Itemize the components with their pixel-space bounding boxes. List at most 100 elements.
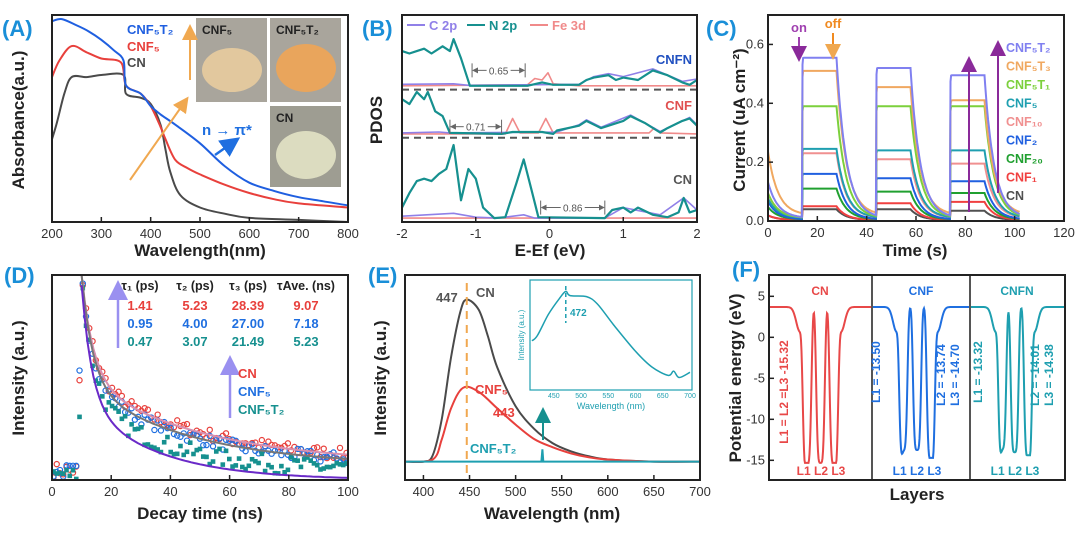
data-point-CNF₅T₂ [158,449,164,455]
data-point-CNF₅T₂ [233,463,239,468]
data-point-CNF₅T₂ [308,458,314,463]
data-point-CNF₅T₂ [279,463,284,469]
data-point-CNF₅T₂ [243,466,248,472]
current-trace-CN [768,208,1020,221]
data-point-CNF₅T₂ [269,464,274,470]
x-tick-label: 700 [689,484,711,499]
data-point-CNF₅T₂ [210,459,216,464]
data-point-CNF₅T₂ [116,409,121,414]
light-on-label: on [791,20,807,35]
label-cnfn: CNFN [656,52,692,67]
series-line-CNF₅T₂ [52,18,348,207]
x-axis-title: Wavelength(nm) [134,241,266,260]
data-point-CN [336,444,344,452]
table-cell: 5.23 [293,334,318,349]
data-point-CN [115,388,122,395]
table-cell: 0.95 [127,316,152,331]
y-tick-label: 0.6 [746,36,764,51]
data-point-CNF₅T₂ [165,434,170,440]
data-point-CNF₅ [73,462,80,470]
x-tick-label: 20 [104,484,118,499]
title-cn: CN [811,284,828,298]
band-gap-label: 0.65 [489,66,509,77]
legend-item: CNF₁₀ [1006,115,1043,129]
data-point-CNF₅T₂ [246,463,252,469]
data-point-CNF₅T₂ [77,414,82,420]
legend-fe3d: Fe 3d [552,18,586,33]
x-tick-label: 500 [189,226,211,241]
data-point-CNF₅ [271,447,279,454]
data-point-CN [128,398,135,405]
legend-cn: CN [476,285,495,300]
data-point-CNF₅T₂ [236,456,242,461]
x-tick-label: -2 [396,226,408,241]
transition-annotation: n → π* [202,122,252,139]
x-tick-label: 400 [413,484,435,499]
series-line-CN [52,72,348,222]
powder-sample [202,48,262,92]
table-header: τ₃ (ps) [229,279,267,293]
data-point-CNF₅T₂ [295,458,300,463]
data-point-CNF₅ [317,458,324,465]
series-line-CNF₅ [52,44,348,209]
data-point-CNF₅T₂ [301,457,307,462]
plot-frame [768,274,1066,481]
data-point-CNF₅T₂ [178,443,183,449]
data-point-CNF₅T₂ [191,451,196,457]
data-point-CNF₅T₂ [100,394,105,399]
legend-item: CNF₅T₁ [1006,78,1050,92]
inset-x-tick-label: 450 [548,393,560,400]
data-point-CN [174,417,181,424]
data-point-CNF₅T₂ [109,403,115,409]
table-cell: 27.00 [232,316,265,331]
data-point-CNF₅T₂ [161,439,167,445]
data-point-CNF₅T₂ [282,469,287,475]
x-tick-label: 800 [337,226,359,241]
panel-label: (D) [4,263,35,288]
table-cell: 4.00 [182,316,207,331]
data-point-CNF₅T₂ [266,462,271,468]
photo-cnf5: CNF₅ [196,18,267,102]
pl-spectrum-CNF₅T₂ [405,449,700,463]
y-tick-label: 0.0 [746,213,764,228]
table-header: τAve. (ns) [277,279,335,293]
data-point-CNF₅T₂ [132,426,138,432]
legend-item: CNF₁ [1006,171,1037,185]
legend-cnf5t2: CNF₅T₂ [238,402,285,417]
data-point-CNF₅T₂ [135,426,141,432]
inset: 450 500 550 600 650 700 472 Wavelength (nm) I… [517,279,696,411]
energy-label: L2 = -14.01 [1028,344,1042,406]
table-cell: 0.47 [127,334,152,349]
table-cell: 21.49 [232,334,265,349]
data-point-CN [76,377,83,384]
current-trace-CNF₂ [768,172,1020,221]
legend-item: CNF₂ [1006,134,1037,148]
data-point-CNF₅ [76,367,83,374]
data-point-CNF₅T₂ [113,405,118,411]
y-axis-title: Absorbance(a.u.) [9,51,28,190]
potential-curve-CNFN [971,306,1064,457]
data-point-CNF₅T₂ [67,473,73,479]
panel-a: (A) 200 300 400 500 600 700 800 CNF₅ CNF₅T₂ CN… [2,14,359,260]
layer-labels: L1 L2 L3 [991,464,1040,478]
data-point-CNF₅T₂ [230,464,235,469]
legend-cnf5t2: CNF₅T₂ [470,441,517,456]
y-axis-title: PDOS [367,96,386,144]
data-point-CNF₅T₂ [311,461,317,466]
x-tick-label: 1 [620,226,627,241]
data-point-CNF₅T₂ [256,460,261,466]
pdos-CN-n2p [402,143,697,220]
data-point-CNF₅T₂ [52,469,56,474]
current-trace-CNF₂₀ [768,187,1020,221]
band-gap-label: 0.71 [466,123,486,134]
layer-labels: L1 L2 L3 [893,464,942,478]
data-point-CNF₅T₂ [184,449,190,455]
fit-curve-CNF₅T₂ [80,285,348,479]
inset-x-tick-label: 650 [657,393,669,400]
inset-y-title: Intensity (a.u.) [517,309,526,360]
peak-label-cn: 447 [436,290,458,305]
data-point-CN [144,406,152,413]
panel-label: (E) [368,263,397,288]
panel-f: (F) 5 0 -5 -10 -15 CN CNF CNFN L1 = L2 =L3 -… [726,257,1066,504]
